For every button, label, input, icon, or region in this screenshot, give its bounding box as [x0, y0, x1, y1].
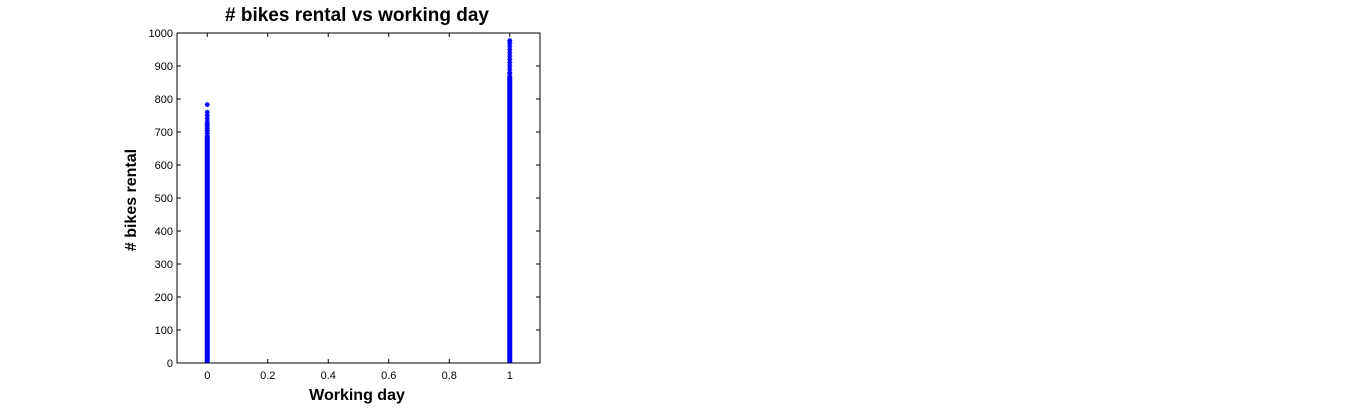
y-tick-label: 0 [167, 358, 173, 370]
data-points [204, 38, 513, 363]
y-tick-label: 900 [155, 61, 173, 73]
y-tick-label: 400 [155, 226, 173, 238]
data-point [204, 116, 210, 122]
x-tick-label: 0.2 [260, 370, 275, 382]
y-tick-label: 700 [155, 127, 173, 139]
data-point [507, 38, 513, 44]
x-axis: 0 0.2 0.4 0.6 0.8 1 [204, 33, 513, 382]
data-point [507, 47, 513, 52]
y-axis: 0 100 200 300 400 500 600 700 800 900 1000 [149, 28, 540, 370]
x-tick-label: 1 [507, 370, 513, 382]
x-tick-label: 0.8 [442, 370, 457, 382]
data-point [204, 109, 210, 115]
y-tick-label: 100 [155, 325, 173, 337]
x-tick-label: 0.4 [321, 370, 336, 382]
x-tick-label: 0 [204, 370, 210, 382]
data-point [507, 43, 513, 49]
y-tick-label: 500 [155, 193, 173, 205]
data-point [507, 53, 513, 59]
y-axis-label: # bikes rental [123, 149, 140, 251]
x-axis-label: Working day [309, 387, 405, 404]
plot-area [176, 32, 541, 364]
data-point [204, 102, 210, 108]
y-tick-label: 600 [155, 160, 173, 172]
y-tick-label: 200 [155, 292, 173, 304]
x-tick-label: 0.6 [381, 370, 396, 382]
data-point [204, 113, 210, 118]
data-point [204, 119, 210, 125]
y-tick-label: 800 [155, 94, 173, 106]
y-tick-label: 300 [155, 259, 173, 271]
y-tick-label: 1000 [149, 28, 173, 40]
chart-title: # bikes rental vs working day [225, 5, 489, 26]
